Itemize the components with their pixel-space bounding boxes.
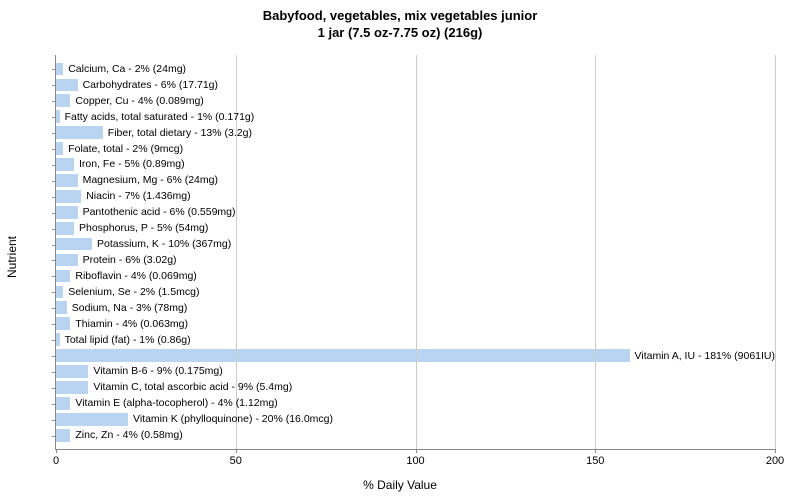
bar-label: Fatty acids, total saturated - 1% (0.171… xyxy=(60,111,255,123)
bar-label: Vitamin A, IU - 181% (9061IU) xyxy=(630,350,775,362)
bar-label: Vitamin E (alpha-tocopherol) - 4% (1.12m… xyxy=(70,397,277,409)
gridline xyxy=(595,55,596,449)
gridline xyxy=(775,55,776,449)
y-tick-mark xyxy=(52,324,56,325)
y-tick-mark xyxy=(52,420,56,421)
bar-label: Vitamin C, total ascorbic acid - 9% (5.4… xyxy=(88,381,292,393)
y-tick-mark xyxy=(52,372,56,373)
y-tick-mark xyxy=(52,133,56,134)
bar-label: Copper, Cu - 4% (0.089mg) xyxy=(70,95,203,107)
x-tick-mark xyxy=(595,449,596,453)
x-tick-mark xyxy=(416,449,417,453)
bar xyxy=(56,397,70,410)
y-tick-mark xyxy=(52,292,56,293)
bar xyxy=(56,222,74,235)
bar xyxy=(56,270,70,283)
chart-container: Babyfood, vegetables, mix vegetables jun… xyxy=(0,0,800,500)
y-tick-mark xyxy=(52,260,56,261)
bar xyxy=(56,413,128,426)
bar-label: Total lipid (fat) - 1% (0.86g) xyxy=(60,334,191,346)
bar xyxy=(56,206,78,219)
y-tick-mark xyxy=(52,308,56,309)
bar-label: Vitamin K (phylloquinone) - 20% (16.0mcg… xyxy=(128,413,333,425)
bar xyxy=(56,381,88,394)
bar xyxy=(56,142,63,155)
y-tick-mark xyxy=(52,229,56,230)
bar-label: Vitamin B-6 - 9% (0.175mg) xyxy=(88,365,222,377)
bar-label: Thiamin - 4% (0.063mg) xyxy=(70,318,188,330)
x-axis-label: % Daily Value xyxy=(363,478,437,492)
x-tick-mark xyxy=(56,449,57,453)
y-tick-mark xyxy=(52,436,56,437)
y-tick-mark xyxy=(52,276,56,277)
x-tick-label: 50 xyxy=(230,455,242,467)
x-tick-label: 150 xyxy=(586,455,604,467)
x-tick-label: 200 xyxy=(766,455,784,467)
bar-label: Folate, total - 2% (9mcg) xyxy=(63,143,183,155)
bar xyxy=(56,174,78,187)
bar xyxy=(56,126,103,139)
plot-area: Calcium, Ca - 2% (24mg) Carbohydrates - 6… xyxy=(55,55,775,450)
y-tick-mark xyxy=(52,356,56,357)
bar-label: Niacin - 7% (1.436mg) xyxy=(81,190,190,202)
bar xyxy=(56,301,67,314)
gridline xyxy=(416,55,417,449)
y-tick-mark xyxy=(52,245,56,246)
y-tick-mark xyxy=(52,340,56,341)
y-tick-mark xyxy=(52,149,56,150)
y-tick-mark xyxy=(52,181,56,182)
bar-label: Selenium, Se - 2% (1.5mcg) xyxy=(63,286,199,298)
bar-label: Zinc, Zn - 4% (0.58mg) xyxy=(70,429,182,441)
title-line-2: 1 jar (7.5 oz-7.75 oz) (216g) xyxy=(0,25,800,42)
chart-title: Babyfood, vegetables, mix vegetables jun… xyxy=(0,0,800,42)
bar xyxy=(56,317,70,330)
y-tick-mark xyxy=(52,101,56,102)
bar-label: Phosphorus, P - 5% (54mg) xyxy=(74,222,208,234)
y-tick-mark xyxy=(52,213,56,214)
x-tick-mark xyxy=(775,449,776,453)
x-tick-label: 0 xyxy=(53,455,59,467)
y-tick-mark xyxy=(52,404,56,405)
y-tick-mark xyxy=(52,117,56,118)
bar xyxy=(56,158,74,171)
bar xyxy=(56,254,78,267)
bar xyxy=(56,365,88,378)
bar-label: Magnesium, Mg - 6% (24mg) xyxy=(78,174,218,186)
y-tick-mark xyxy=(52,165,56,166)
bar xyxy=(56,429,70,442)
bar xyxy=(56,79,78,92)
y-tick-mark xyxy=(52,69,56,70)
bar-label: Iron, Fe - 5% (0.89mg) xyxy=(74,158,185,170)
bar-label: Riboflavin - 4% (0.069mg) xyxy=(70,270,196,282)
y-axis-label: Nutrient xyxy=(5,236,19,278)
bar xyxy=(56,286,63,299)
bar-label: Potassium, K - 10% (367mg) xyxy=(92,238,231,250)
y-tick-mark xyxy=(52,388,56,389)
x-tick-mark xyxy=(236,449,237,453)
title-line-1: Babyfood, vegetables, mix vegetables jun… xyxy=(0,8,800,25)
x-tick-label: 100 xyxy=(406,455,424,467)
bar-label: Calcium, Ca - 2% (24mg) xyxy=(63,63,186,75)
bar xyxy=(56,63,63,76)
bar-label: Carbohydrates - 6% (17.71g) xyxy=(78,79,218,91)
bar xyxy=(56,238,92,251)
y-tick-mark xyxy=(52,197,56,198)
bar xyxy=(56,190,81,203)
bar xyxy=(56,349,630,362)
bar-label: Pantothenic acid - 6% (0.559mg) xyxy=(78,206,236,218)
y-tick-mark xyxy=(52,85,56,86)
bar-label: Sodium, Na - 3% (78mg) xyxy=(67,302,188,314)
bar xyxy=(56,94,70,107)
bar-label: Protein - 6% (3.02g) xyxy=(78,254,177,266)
bar-label: Fiber, total dietary - 13% (3.2g) xyxy=(103,127,252,139)
